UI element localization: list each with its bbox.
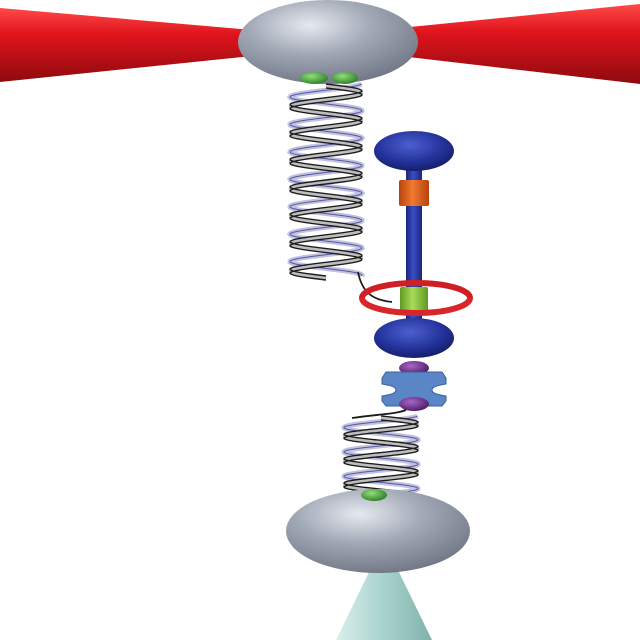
dna-helix-upper (286, 81, 366, 281)
trapped-bead-top (238, 0, 418, 84)
helix-strand-front-edge-b (289, 87, 363, 281)
orange-segment (399, 180, 429, 206)
ring-front (359, 297, 473, 316)
stalk-top-cap (374, 131, 454, 171)
purple-linker-bottom (399, 397, 429, 411)
beam-right-cone (400, 4, 640, 84)
dna-helix-lower (341, 413, 421, 499)
pedestal (336, 566, 432, 640)
helix-strand-front-edge-a (343, 415, 419, 495)
stalk-lower-cap (374, 318, 454, 358)
ring-clamp (359, 280, 473, 316)
helix-strand-front-fill (288, 84, 364, 280)
green-handle-left (300, 72, 328, 84)
green-segment (400, 287, 428, 311)
surface-bead-bottom (286, 489, 470, 573)
green-handle-right (332, 72, 358, 84)
light-blue-junction (381, 371, 447, 407)
green-handle-bottom (361, 489, 387, 501)
dna-tether-lower (351, 409, 407, 419)
beam-left-cone (0, 8, 252, 82)
helix-strand-front-fill (342, 416, 420, 498)
ring-back (359, 280, 473, 299)
optical-trap-beam (0, 4, 640, 84)
helix-strand-front-edge-b (343, 419, 419, 499)
protein-stalk (374, 131, 454, 338)
